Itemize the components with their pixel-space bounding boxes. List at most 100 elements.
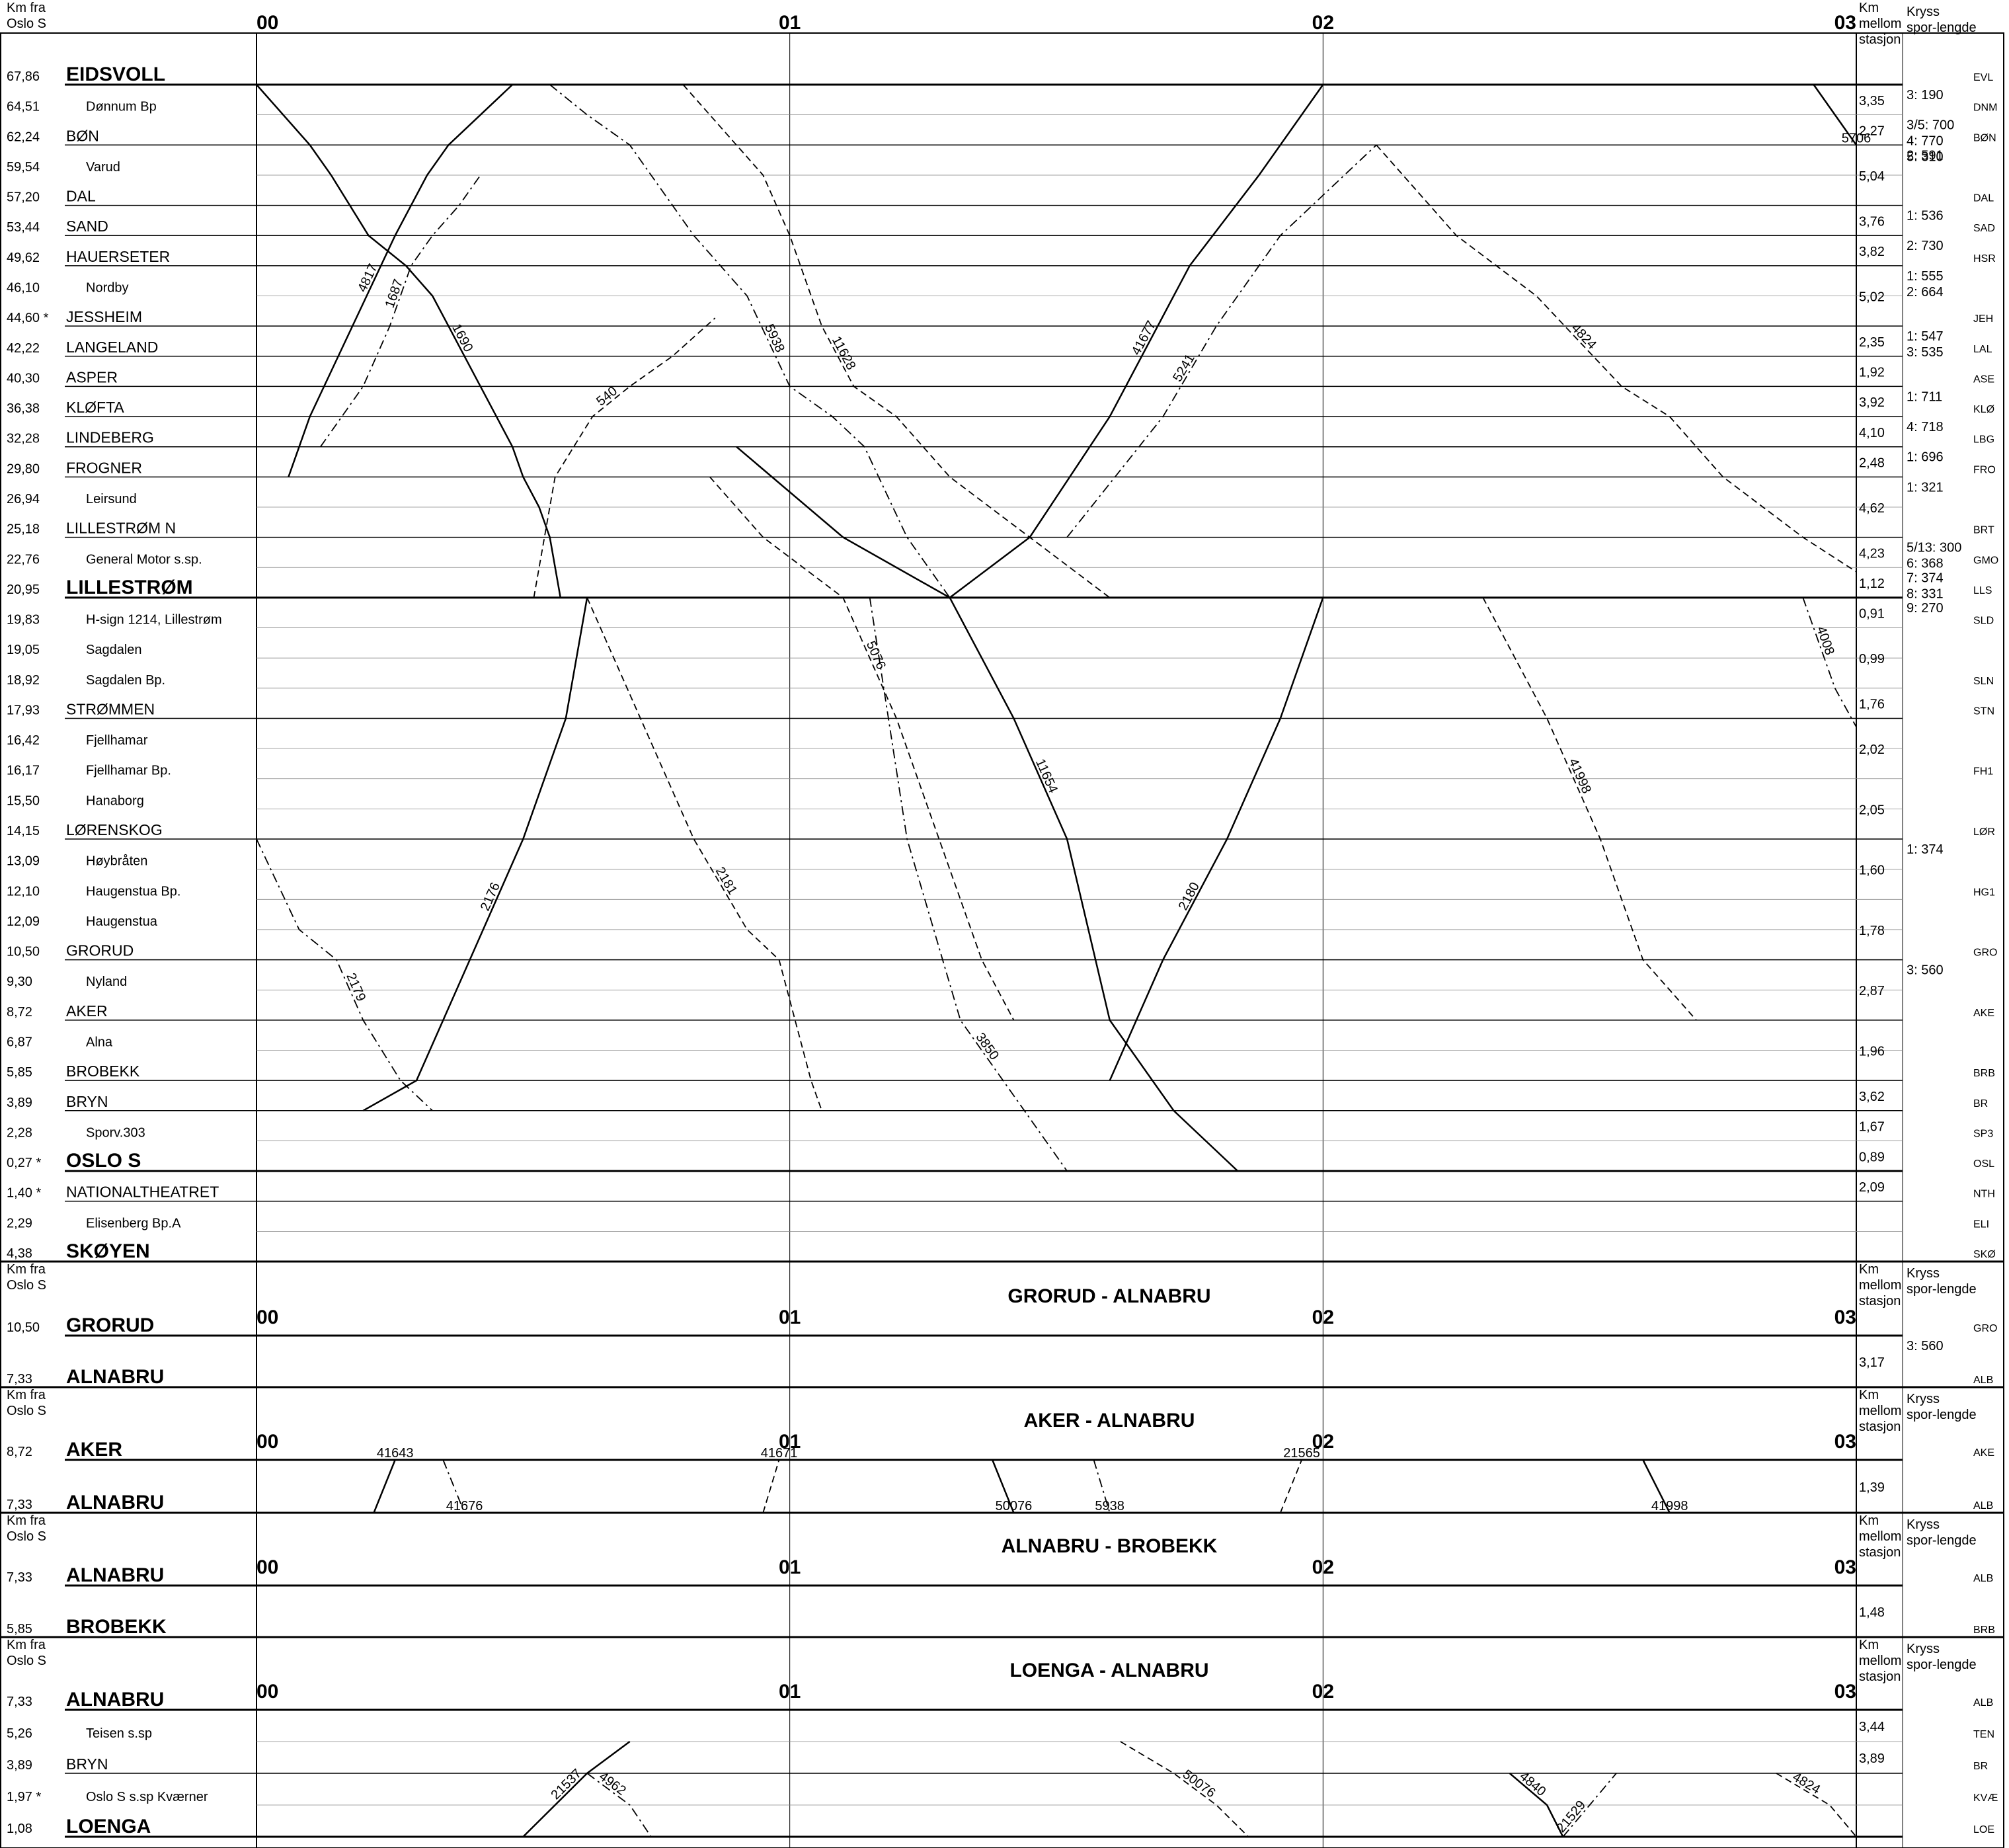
train-number-label: 11654 xyxy=(1033,756,1060,795)
train-number-label: 21529 xyxy=(1554,1798,1589,1835)
station-km: 8,72 xyxy=(7,1005,32,1020)
station-name: H-sign 1214, Lillestrøm xyxy=(86,613,222,627)
distance-value: 3,44 xyxy=(1859,1720,1885,1734)
station-name: Oslo S s.sp Kværner xyxy=(86,1790,208,1804)
station-code: ASE xyxy=(1973,374,1994,385)
station-km: 14,15 xyxy=(7,824,40,838)
train-path xyxy=(736,446,1239,1172)
station-name: Sagdalen xyxy=(86,643,142,657)
station-code: SLD xyxy=(1973,616,1994,627)
station-km: 57,20 xyxy=(7,190,40,205)
station-name: Dønnum Bp xyxy=(86,100,157,114)
km-header-label: Oslo S xyxy=(7,17,46,31)
station-km: 16,42 xyxy=(7,733,40,748)
kryss-value: 3: 535 xyxy=(1907,345,1944,360)
station-name: BROBEKK xyxy=(66,1063,140,1080)
station-name: Hanaborg xyxy=(86,793,144,808)
kryss-value: 4: 718 xyxy=(1907,420,1944,434)
station-km: 1,08 xyxy=(7,1822,32,1836)
station-name: OSLO S xyxy=(66,1150,141,1172)
kryss-value: 9: 270 xyxy=(1907,601,1944,616)
station-km: 26,94 xyxy=(7,492,40,506)
train-path xyxy=(586,1773,652,1837)
distance-header-label: Km xyxy=(1859,1262,1879,1277)
kryss-header-label: Kryss xyxy=(1907,1517,1940,1532)
km-header-label: Km fra xyxy=(7,1388,46,1402)
train-path xyxy=(1120,1741,1249,1837)
kryss-value: 4: 770 xyxy=(1907,134,1944,149)
train-number-label: 5076 xyxy=(863,639,888,672)
station-code: KVÆ xyxy=(1973,1792,1998,1804)
kryss-value: 7: 374 xyxy=(1907,571,1944,585)
station-km: 59,54 xyxy=(7,160,40,175)
station-km: 16,17 xyxy=(7,764,40,778)
station-name: Sporv.303 xyxy=(86,1125,145,1140)
station-km: 13,09 xyxy=(7,854,40,869)
station-km: 29,80 xyxy=(7,462,40,476)
train-number-label: 41998 xyxy=(1651,1499,1688,1513)
station-code: KLØ xyxy=(1973,404,1994,415)
kryss-value: 2: 730 xyxy=(1907,239,1944,253)
train-number-label: 5706 xyxy=(1842,131,1871,145)
station-name: LOENGA xyxy=(66,1816,151,1837)
time-tick-label: 03 xyxy=(1834,1431,1856,1453)
distance-header-label: stasjon xyxy=(1859,1420,1901,1434)
train-number-label: 11628 xyxy=(829,334,859,372)
train-number-label: 50076 xyxy=(996,1499,1033,1513)
panel-title: ALNABRU - BROBEKK xyxy=(1002,1535,1218,1557)
distance-value: 1,39 xyxy=(1859,1480,1885,1495)
distance-header-label: Km xyxy=(1859,1513,1879,1528)
station-km: 32,28 xyxy=(7,432,40,446)
time-tick-label: 00 xyxy=(256,12,278,34)
km-header-label: Oslo S xyxy=(7,1654,46,1668)
station-km: 36,38 xyxy=(7,401,40,416)
distance-value: 1,60 xyxy=(1859,864,1885,878)
distance-header-label: mellom xyxy=(1859,17,1901,31)
distance-value: 5,02 xyxy=(1859,290,1885,304)
station-name: NATIONALTHEATRET xyxy=(66,1184,219,1201)
kryss-value: 5: 310 xyxy=(1907,150,1944,165)
distance-value: 2,87 xyxy=(1859,984,1885,998)
station-name: KLØFTA xyxy=(66,399,124,416)
train-path xyxy=(1813,84,1858,146)
distance-header-label: mellom xyxy=(1859,1278,1901,1293)
train-path xyxy=(1376,144,1857,573)
train-number-label: 2179 xyxy=(343,971,368,1004)
train-path xyxy=(762,1459,780,1513)
km-header-label: Oslo S xyxy=(7,1278,46,1293)
station-name: BRYN xyxy=(66,1755,108,1773)
station-km: 42,22 xyxy=(7,341,40,356)
station-code: SLN xyxy=(1973,676,1994,687)
distance-value: 1,48 xyxy=(1859,1605,1885,1620)
train-path xyxy=(320,175,481,448)
train-path xyxy=(522,1740,631,1837)
kryss-header-label: Kryss xyxy=(1907,1266,1940,1281)
station-km: 25,18 xyxy=(7,522,40,537)
train-number-label: 41676 xyxy=(446,1499,483,1513)
kryss-value: 1: 711 xyxy=(1907,389,1942,404)
kryss-header-label: spor-lengde xyxy=(1907,1658,1977,1672)
station-km: 7,33 xyxy=(7,1372,32,1386)
station-km: 2,28 xyxy=(7,1125,32,1140)
time-tick-label: 02 xyxy=(1312,1681,1334,1703)
station-km: 0,27 * xyxy=(7,1156,41,1170)
station-code: DNM xyxy=(1973,102,1997,114)
train-path xyxy=(256,84,562,598)
station-name: General Motor s.sp. xyxy=(86,552,202,567)
station-code: BR xyxy=(1973,1761,1988,1772)
station-name: GRORUD xyxy=(66,1314,154,1336)
station-km: 67,86 xyxy=(7,69,40,84)
station-km: 64,51 xyxy=(7,100,40,114)
station-code: STN xyxy=(1973,705,1994,717)
train-number-label: 4824 xyxy=(1790,1770,1823,1798)
station-name: ALNABRU xyxy=(66,1492,164,1513)
kryss-header-label: Kryss xyxy=(1907,1642,1940,1656)
station-code: AKE xyxy=(1973,1447,1994,1459)
station-km: 40,30 xyxy=(7,371,40,385)
station-code: GRO xyxy=(1973,1323,1997,1334)
time-tick-label: 02 xyxy=(1312,1306,1334,1328)
kryss-value: 3/5: 700 xyxy=(1907,118,1954,133)
train-path xyxy=(1093,1459,1111,1513)
station-name: HAUERSETER xyxy=(66,248,170,265)
